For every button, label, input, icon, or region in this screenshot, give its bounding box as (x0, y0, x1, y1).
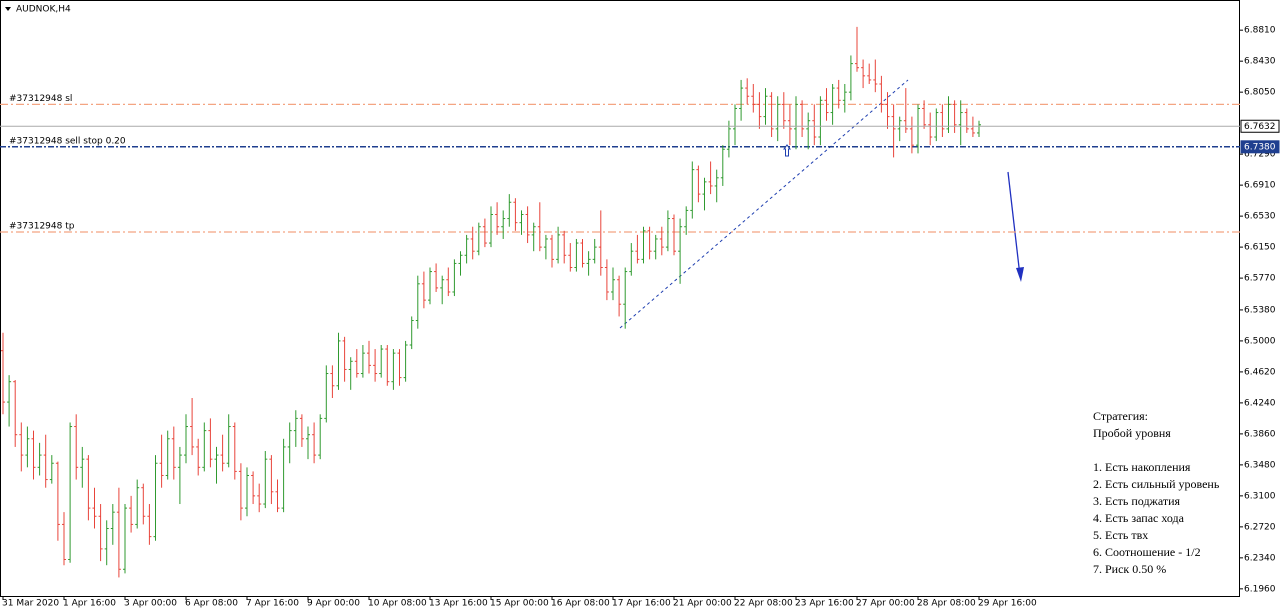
y-tick-label: 6.1960 (1244, 584, 1276, 594)
x-tick-label: 13 Apr 16:00 (429, 599, 488, 609)
strategy-note: 4. Есть запас хода (1093, 511, 1185, 525)
x-tick-label: 31 Mar 2020 (2, 599, 59, 609)
strategy-note: 5. Есть твх (1093, 528, 1148, 542)
plot-frame (0, 0, 1240, 597)
y-tick-label: 6.8050 (1244, 88, 1276, 98)
x-tick-label: 21 Apr 00:00 (673, 599, 732, 609)
chart-title: AUDNOK,H4 (16, 5, 71, 15)
x-tick-label: 27 Apr 00:00 (856, 599, 915, 609)
y-tick-label: 6.5000 (1244, 336, 1276, 346)
y-tick-label: 6.7290 (1244, 150, 1276, 160)
price-tag-box (1240, 140, 1280, 154)
y-tick-label: 6.3100 (1244, 491, 1276, 501)
strategy-note: 7. Риск 0.50 % (1093, 562, 1166, 576)
y-tick-label: 6.6910 (1244, 181, 1276, 191)
strategy-note: Стратегия: (1093, 409, 1148, 423)
order-level-label: #37312948 sl (9, 94, 72, 104)
y-tick-label: 6.3860 (1244, 429, 1276, 439)
y-tick-label: 6.4620 (1244, 367, 1276, 377)
price-tag-box (1240, 119, 1280, 133)
x-tick-label: 29 Apr 16:00 (978, 599, 1037, 609)
order-level-label: #37312948 tp (9, 222, 75, 232)
order-level-label: #37312948 sell stop 0.20 (9, 136, 126, 146)
direction-arrow-head (1016, 267, 1024, 282)
strategy-note: 2. Есть сильный уровень (1093, 477, 1220, 491)
menu-arrow[interactable] (5, 7, 11, 11)
y-tick-label: 6.5380 (1244, 305, 1276, 315)
y-tick-label: 6.2340 (1244, 553, 1276, 563)
x-tick-label: 16 Apr 08:00 (551, 599, 610, 609)
y-tick-label: 6.6150 (1244, 243, 1276, 253)
y-tick-label: 6.4240 (1244, 398, 1276, 408)
direction-arrow (1007, 171, 1021, 277)
strategy-note: 6. Соотношение - 1/2 (1093, 545, 1201, 559)
price-tag-label: 6.7632 (1244, 122, 1276, 132)
x-tick-label: 6 Apr 08:00 (185, 599, 238, 609)
strategy-note: 3. Есть поджатия (1093, 494, 1181, 508)
x-tick-label: 7 Apr 16:00 (246, 599, 299, 609)
strategy-note: Пробой уровня (1093, 426, 1171, 440)
y-tick-label: 6.6530 (1244, 212, 1276, 222)
x-tick-label: 17 Apr 16:00 (612, 599, 671, 609)
y-tick-label: 6.8810 (1244, 26, 1276, 36)
x-tick-label: 3 Apr 00:00 (124, 599, 177, 609)
order-arrow (783, 144, 791, 157)
price-tag-label: 6.7380 (1244, 142, 1276, 152)
strategy-note: 1. Есть накопления (1093, 460, 1191, 474)
x-tick-label: 22 Apr 08:00 (734, 599, 793, 609)
x-tick-label: 9 Apr 00:00 (307, 599, 360, 609)
y-tick-label: 6.3480 (1244, 460, 1276, 470)
x-tick-label: 1 Apr 16:00 (63, 599, 116, 609)
y-tick-label: 6.5770 (1244, 274, 1276, 284)
y-tick-label: 6.8430 (1244, 57, 1276, 67)
x-tick-label: 23 Apr 16:00 (795, 599, 854, 609)
x-tick-label: 28 Apr 08:00 (917, 599, 976, 609)
x-tick-label: 10 Apr 08:00 (368, 599, 427, 609)
x-tick-label: 15 Apr 00:00 (490, 599, 549, 609)
y-tick-label: 6.2720 (1244, 522, 1276, 532)
